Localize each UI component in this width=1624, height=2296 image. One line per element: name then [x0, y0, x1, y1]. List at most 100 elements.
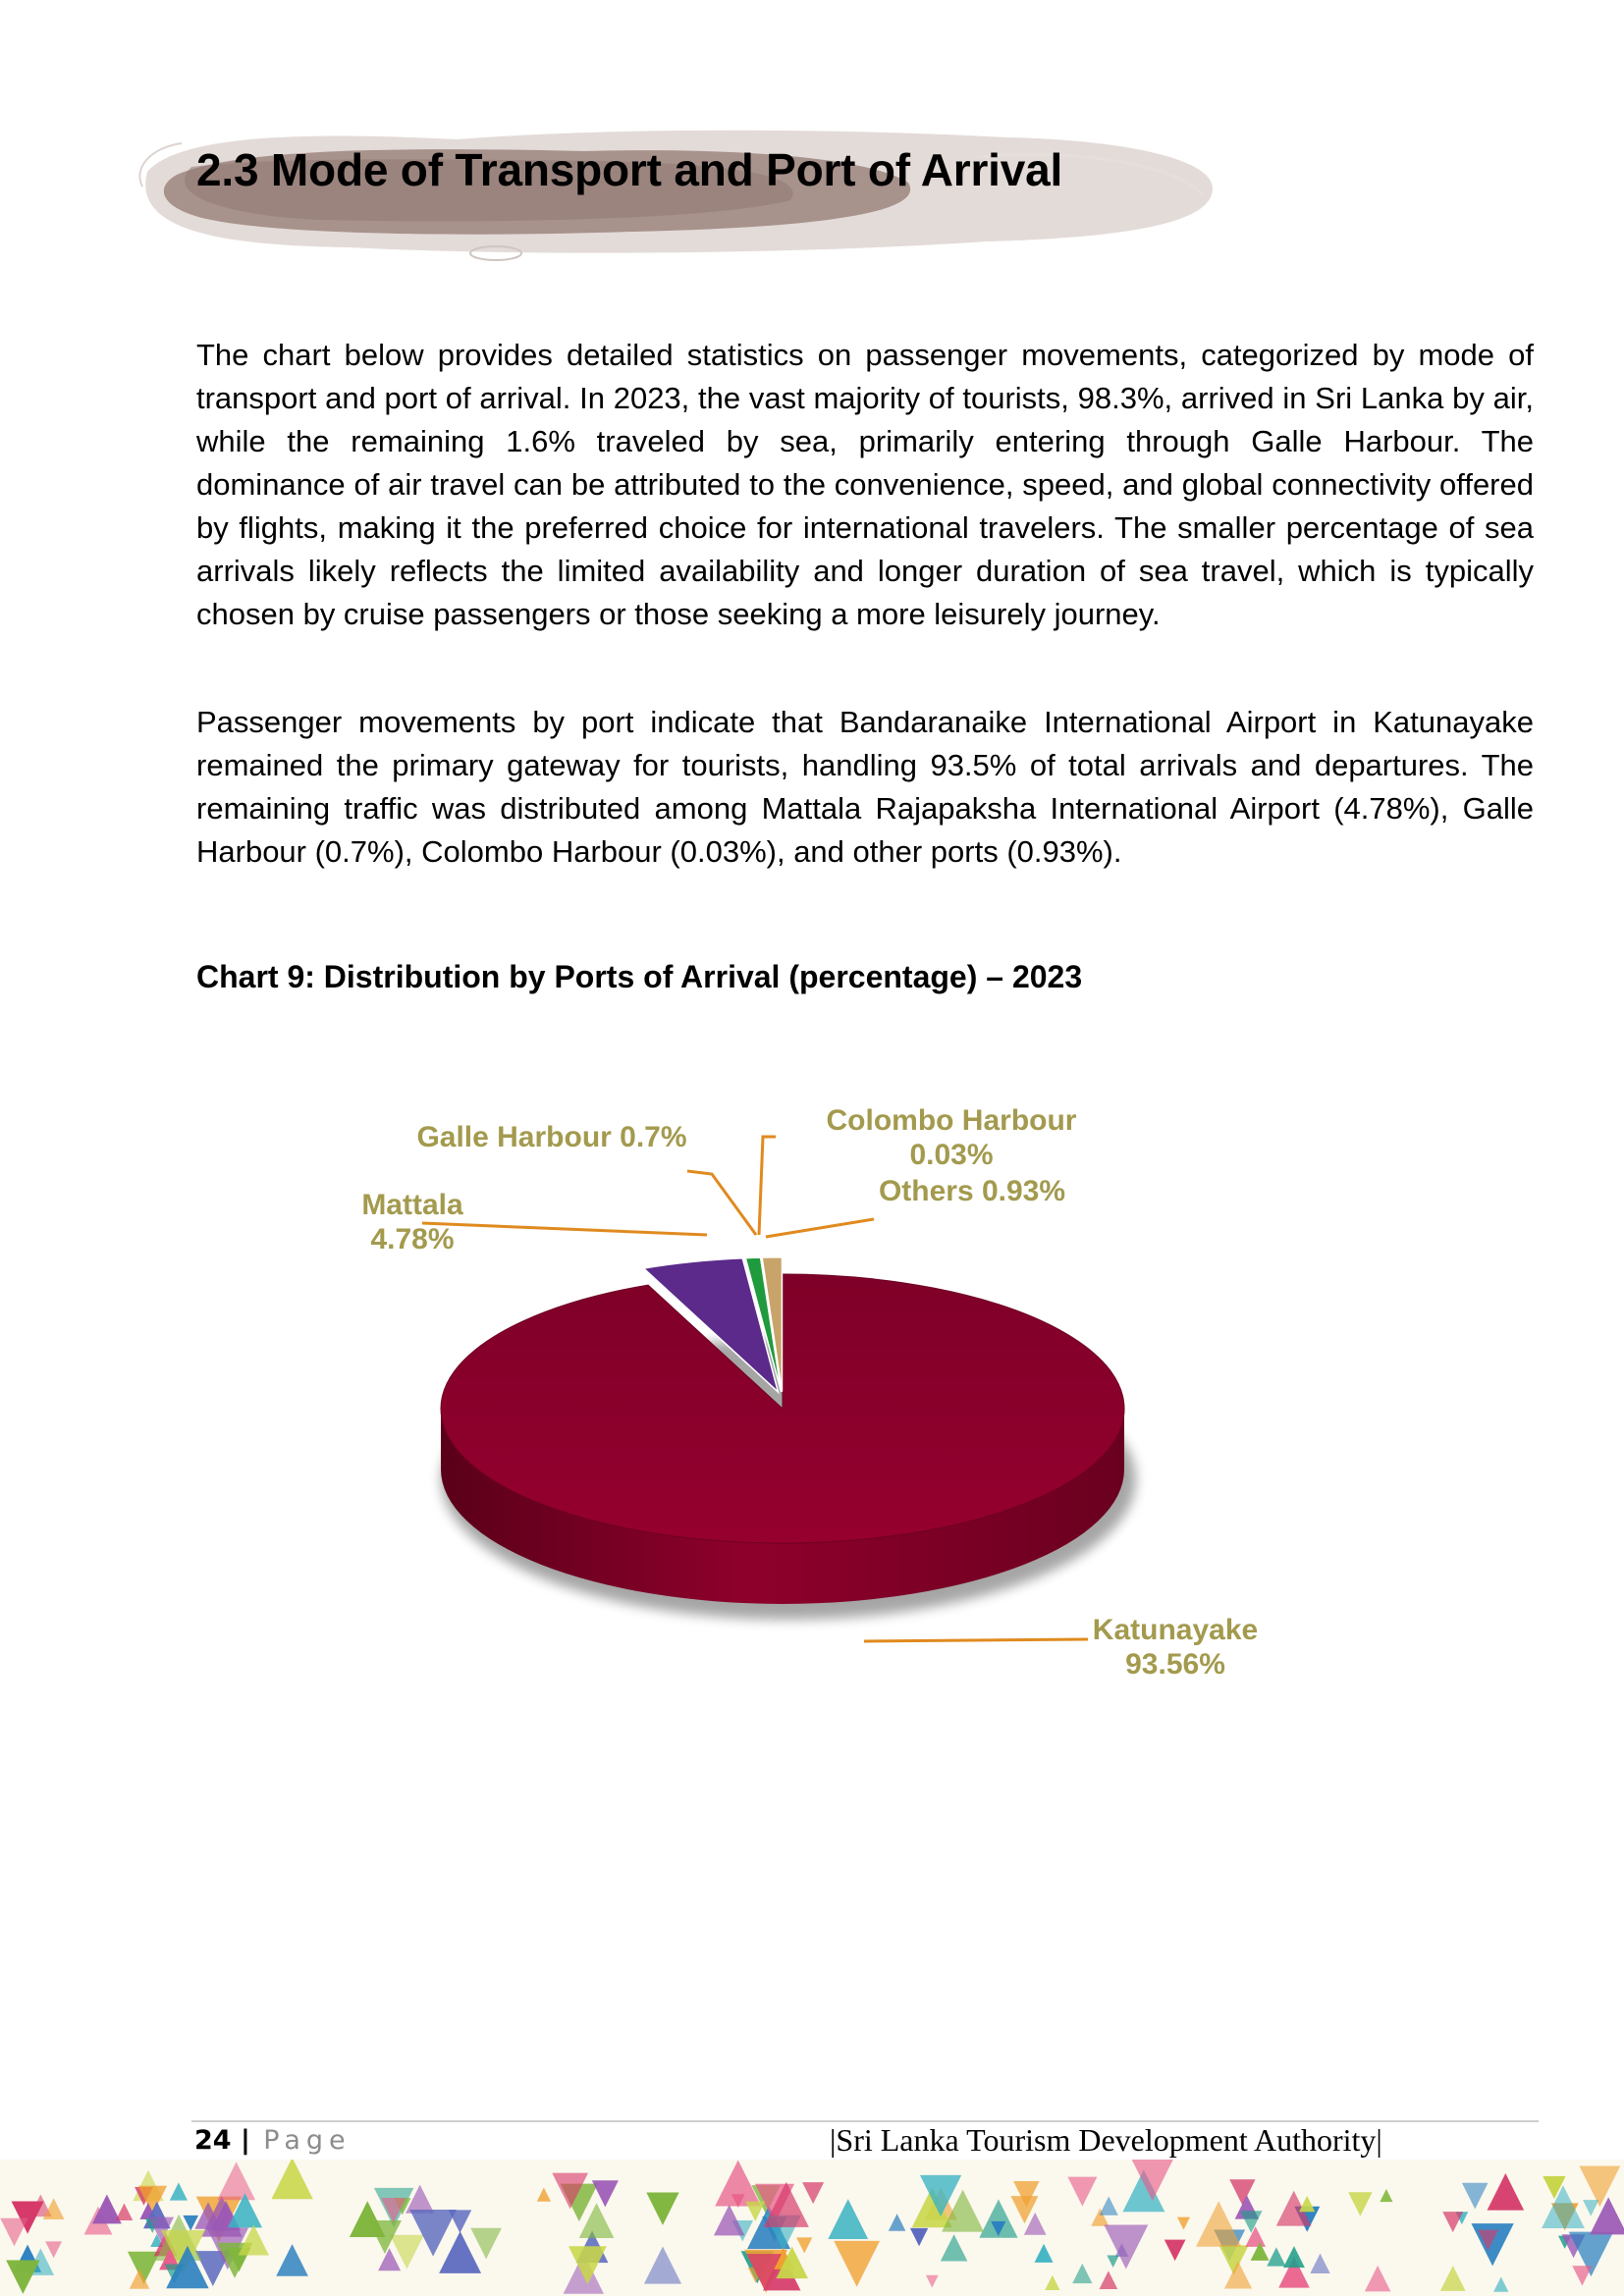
footer-pattern-triangle	[1282, 2246, 1305, 2269]
footer-pattern-triangle	[1104, 2224, 1149, 2269]
footer-pattern-triangle	[828, 2199, 869, 2239]
footer-pattern-triangle	[42, 2198, 65, 2220]
footer-pattern-triangle	[1364, 2265, 1391, 2292]
footer-pattern-triangle	[1164, 2239, 1186, 2262]
footer-pattern-triangle	[271, 2160, 313, 2200]
footer-pattern-triangle	[1010, 2196, 1039, 2224]
footer-pattern-triangle	[194, 2251, 231, 2286]
footer-pattern-triangle	[911, 2187, 952, 2228]
footer-pattern-triangle	[940, 2234, 968, 2262]
footer-pattern-triangle	[238, 2224, 269, 2256]
footer-pattern-triangle	[227, 2193, 263, 2228]
footer-pattern-triangle	[169, 2182, 188, 2201]
footer-pattern-triangle	[91, 2194, 122, 2224]
footer-pattern-triangle	[834, 2240, 881, 2287]
footer-pattern-triangle	[29, 2194, 52, 2217]
footer-pattern-triangle	[1348, 2192, 1373, 2216]
footer-pattern-triangle	[745, 2201, 766, 2221]
footer-pattern-triangle	[1543, 2175, 1566, 2200]
footer-pattern-triangle	[1461, 2182, 1489, 2210]
footer-pattern-triangle	[536, 2187, 551, 2202]
heading-banner-decoration	[138, 130, 1214, 261]
footer-pattern-triangle	[1122, 2169, 1165, 2213]
footer-pattern-triangle	[1442, 2212, 1464, 2233]
footer-pattern-triangle	[1072, 2263, 1093, 2284]
pie-side-katunayake	[441, 1409, 1124, 1604]
footer-pattern-triangle	[276, 2244, 308, 2276]
leader-others	[765, 1217, 875, 1239]
footer-pattern-triangle	[166, 2245, 209, 2289]
footer-pattern-triangle	[1131, 2160, 1173, 2202]
footer-divider	[191, 2120, 1539, 2122]
chart-caption: Chart 9: Distribution by Ports of Arriva…	[196, 959, 1083, 994]
label-colombo-harbour-name: Colombo Harbour	[827, 1104, 1077, 1137]
footer-pattern-triangle	[1487, 2173, 1525, 2211]
footer-pattern-triangle	[1099, 2270, 1118, 2290]
section-heading: 2.3 Mode of Transport and Port of Arriva…	[196, 144, 1063, 195]
footer-pattern-triangle	[1568, 2231, 1614, 2277]
footer-pattern-triangle	[925, 2274, 939, 2288]
footer-pattern-triangle	[1267, 2247, 1286, 2267]
label-katunayake-name: Katunayake	[1093, 1614, 1258, 1646]
footer-pattern-triangle	[746, 2254, 783, 2289]
footer-pattern-triangle	[6, 2260, 40, 2294]
footer-pattern-triangle	[0, 2217, 28, 2247]
footer-pattern-triangle	[194, 2202, 222, 2229]
footer-pattern-triangle	[776, 2246, 808, 2279]
label-galle-harbour-name: Galle Harbour 0.7%	[416, 1121, 686, 1153]
footer-pattern-triangle	[137, 2185, 168, 2216]
footer-pattern-triangle	[909, 2227, 929, 2247]
leader-galle	[686, 1169, 758, 1236]
footer-pattern-triangle	[470, 2227, 502, 2260]
footer-pattern-triangle	[45, 2241, 63, 2259]
footer-pattern-triangle	[1107, 2255, 1119, 2269]
footer-pattern-triangle	[1278, 2256, 1310, 2288]
footer-pattern-triangle	[1310, 2253, 1330, 2273]
footer-pattern-triangle	[552, 2172, 589, 2210]
footer-pattern-triangle	[183, 2215, 199, 2231]
footer-pattern-triangle	[568, 2246, 607, 2285]
pie-slice-others	[761, 1256, 784, 1392]
footer-pattern-triangle	[888, 2214, 906, 2231]
footer-pattern-triangle	[1034, 2243, 1054, 2263]
label-katunayake-value: 93.56%	[1125, 1648, 1225, 1681]
footer-pattern-triangle	[409, 2209, 457, 2257]
footer-pattern-triangle	[991, 2220, 1006, 2237]
footer-pattern-triangle	[1023, 2212, 1047, 2235]
footer-pattern-triangle	[591, 2180, 619, 2208]
footer-pattern-triangle	[713, 2204, 745, 2236]
footer-pattern-triangle	[1229, 2179, 1256, 2206]
pie-slice-mattala	[641, 1257, 780, 1395]
footer-pattern-triangle	[1196, 2201, 1242, 2247]
intro-paragraph: The chart below provides detailed statis…	[196, 338, 1534, 631]
footer-pattern-triangle	[715, 2160, 762, 2207]
footer-pattern-triangle	[217, 2162, 256, 2201]
footer-pattern-triangle	[796, 2237, 813, 2254]
label-mattala-value: 4.78%	[370, 1223, 454, 1255]
footer-pattern-triangle	[127, 2251, 161, 2285]
footer-pattern-triangle	[1572, 2266, 1593, 2286]
pie-slice-katunayake	[440, 1273, 1125, 1544]
footer-pattern-triangle	[1250, 2242, 1270, 2261]
footer-pattern-triangle	[1478, 2229, 1498, 2251]
footer-pattern-triangle	[578, 2203, 615, 2238]
footer-pattern-triangle	[1176, 2216, 1190, 2230]
label-colombo-harbour-value: 0.03%	[909, 1139, 993, 1171]
footer-pattern-triangle	[1439, 2266, 1466, 2291]
footer-pattern-triangle	[1380, 2188, 1393, 2203]
label-mattala-name: Mattala	[361, 1189, 463, 1221]
page-word: Page	[263, 2125, 352, 2156]
footer-pattern-triangle	[1245, 2226, 1266, 2247]
footer-pattern-triangle	[1590, 2197, 1624, 2235]
footer-pattern-triangle	[1218, 2245, 1249, 2275]
footer-pattern-triangle	[1013, 2181, 1040, 2208]
footer-pattern-triangle	[1239, 2211, 1263, 2233]
footer-pattern-triangle	[390, 2234, 424, 2269]
footer-pattern-triangle	[1091, 2208, 1110, 2226]
footer-pattern-triangle	[942, 2189, 985, 2232]
footer-pattern-triangle	[1299, 2195, 1316, 2213]
footer-pattern-triangle	[378, 2248, 402, 2271]
footer-pattern-triangle	[802, 2182, 825, 2205]
